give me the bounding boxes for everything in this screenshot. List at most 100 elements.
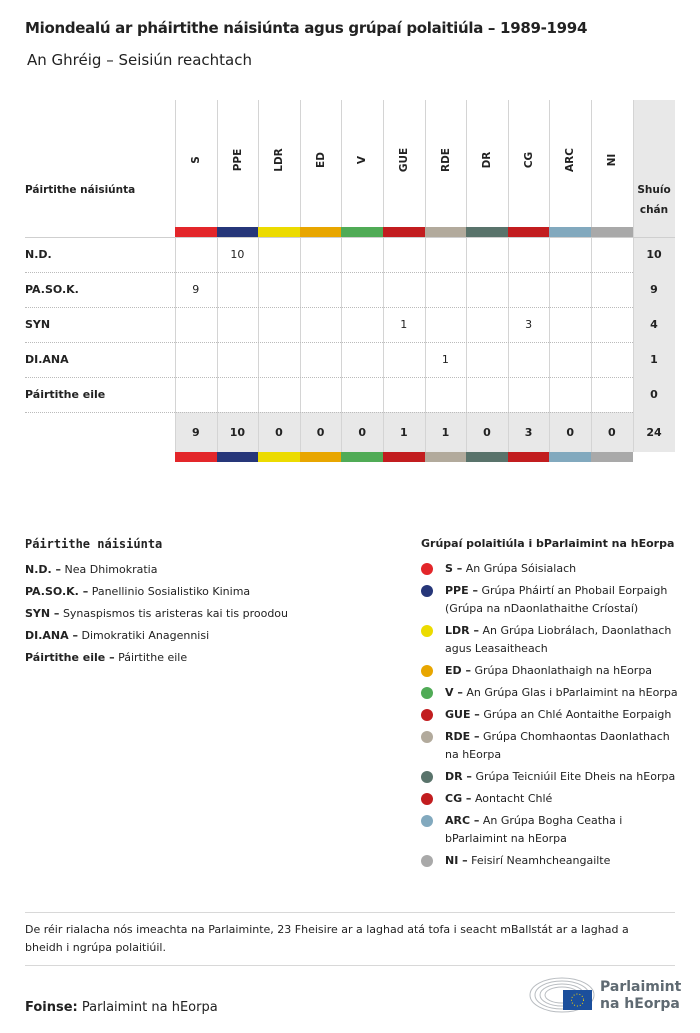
table-cell xyxy=(591,272,633,307)
group-color-bar xyxy=(466,227,508,237)
ep-logo: Parlaimint na hEorpa xyxy=(528,975,681,1015)
group-color-bar xyxy=(424,227,467,237)
total-header: Shuío chán xyxy=(637,184,671,216)
table-cell xyxy=(341,342,383,377)
legend-group-item: RDE – Grúpa Chomhaontas Daonlathach na h… xyxy=(421,728,681,764)
row-label: SYN xyxy=(25,318,51,331)
party-name: Panellinio Sosialistiko Kinima xyxy=(91,585,251,598)
row-divider xyxy=(25,307,633,308)
party-code: DI.ANA – xyxy=(25,629,78,642)
table-cell xyxy=(425,272,467,307)
table-cell xyxy=(466,377,508,412)
column-header-s: S xyxy=(189,156,202,164)
column-header-cg: CG xyxy=(522,151,535,169)
column-total: 1 xyxy=(399,425,408,439)
group-color-bar xyxy=(299,227,342,237)
seat-table: Páirtithe náisiúnta Shuío chán S 9 PPE 10 LDR 0… xyxy=(25,100,675,462)
column-divider xyxy=(216,100,218,452)
group-code: DR – xyxy=(445,770,472,783)
table-cell xyxy=(549,272,591,307)
table-cell xyxy=(549,377,591,412)
table-cell xyxy=(175,237,217,272)
legend-group-item: ARC – An Grúpa Bogha Ceatha i bParlaimin… xyxy=(421,812,681,848)
group-name: An Grúpa Bogha Ceatha i bParlaimint na h… xyxy=(445,814,623,845)
column-divider xyxy=(466,100,468,452)
table-cell xyxy=(175,377,217,412)
group-code: LDR – xyxy=(445,624,479,637)
group-code: ARC – xyxy=(445,814,480,827)
group-color-bar xyxy=(175,227,217,237)
table-cell xyxy=(258,377,300,412)
table-cell xyxy=(508,377,550,412)
group-code: S – xyxy=(445,562,463,575)
table-cell xyxy=(591,237,633,272)
row-divider xyxy=(25,272,633,273)
table-cell xyxy=(508,342,550,377)
column-total: 9 xyxy=(191,425,200,439)
group-color-dot xyxy=(421,585,433,597)
column-total: 0 xyxy=(316,425,325,439)
table-cell xyxy=(549,237,591,272)
legend-party-item: PA.SO.K. – Panellinio Sosialistiko Kinim… xyxy=(25,583,405,601)
footnote: De réir rialacha nós imeachta na Parlaim… xyxy=(25,923,629,954)
table-cell xyxy=(175,342,217,377)
table-cell xyxy=(466,237,508,272)
legend-parties-title: Páirtithe náisiúnta xyxy=(25,537,163,551)
row-label: N.D. xyxy=(25,248,52,261)
table-cell xyxy=(508,237,550,272)
group-color-bar xyxy=(507,452,550,462)
column-total: 0 xyxy=(483,425,491,439)
table-cell xyxy=(341,237,383,272)
table-cell xyxy=(466,272,508,307)
table-cell xyxy=(258,237,300,272)
table-cell: 10 xyxy=(230,248,245,261)
column-header-ppe: PPE xyxy=(231,148,244,172)
table-cell: 1 xyxy=(441,353,449,366)
chart-title: Miondealú ar pháirtithe náisiúnta agus g… xyxy=(25,19,588,37)
divider xyxy=(25,965,675,966)
party-name: Synaspismos tis aristeras kai tis proodo… xyxy=(62,607,289,620)
column-header-ed: ED xyxy=(314,152,327,168)
row-divider xyxy=(25,377,633,378)
legend-party-item: SYN – Synaspismos tis aristeras kai tis … xyxy=(25,605,405,623)
table-cell xyxy=(383,377,425,412)
group-code: RDE – xyxy=(445,730,480,743)
chart-subtitle: An Ghréig – Seisiún reachtach xyxy=(27,51,252,69)
legend-party-item: Páirtithe eile – Páirtithe eile xyxy=(25,649,405,667)
header-divider xyxy=(25,237,675,238)
group-color-dot xyxy=(421,563,433,575)
row-label: PA.SO.K. xyxy=(25,283,79,296)
table-cell xyxy=(217,377,259,412)
group-name: Grúpa an Chlé Aontaithe Eorpaigh xyxy=(483,708,672,721)
total-column-bg xyxy=(633,100,675,452)
group-code: NI – xyxy=(445,854,468,867)
legend-party-item: N.D. – Nea Dhimokratia xyxy=(25,561,405,579)
legend-group-item: V – An Grúpa Glas i bParlaimint na hEorp… xyxy=(421,684,681,702)
group-code: ED – xyxy=(445,664,471,677)
group-code: GUE – xyxy=(445,708,480,721)
table-cell xyxy=(341,272,383,307)
table-cell xyxy=(466,342,508,377)
group-name: Feisirí Neamhcheangailte xyxy=(471,854,611,867)
row-header: Páirtithe náisiúnta xyxy=(25,184,136,196)
group-color-bar xyxy=(299,452,342,462)
column-divider xyxy=(383,100,384,452)
group-color-dot xyxy=(421,855,433,867)
column-divider xyxy=(258,100,260,452)
source-value: Parlaimint na hEorpa xyxy=(81,1000,218,1015)
group-name: Grúpa Dhaonlathaigh na hEorpa xyxy=(474,664,653,677)
column-total: 1 xyxy=(441,425,450,439)
table-cell xyxy=(549,307,591,342)
legend-group-item: S – An Grúpa Sóisialach xyxy=(421,560,681,578)
row-divider xyxy=(25,412,633,413)
table-cell xyxy=(341,377,383,412)
table-cell xyxy=(591,342,633,377)
table-cell xyxy=(591,377,633,412)
column-header-dr: DR xyxy=(480,151,493,169)
group-name: Grúpa Teicniúil Eite Dheis na hEorpa xyxy=(475,770,676,783)
table-cell xyxy=(258,272,300,307)
group-color-bar xyxy=(258,227,300,237)
group-color-bar xyxy=(341,452,383,462)
group-color-bar xyxy=(341,227,383,237)
legend-group-item: LDR – An Grúpa Liobrálach, Daonlathach a… xyxy=(421,622,681,658)
